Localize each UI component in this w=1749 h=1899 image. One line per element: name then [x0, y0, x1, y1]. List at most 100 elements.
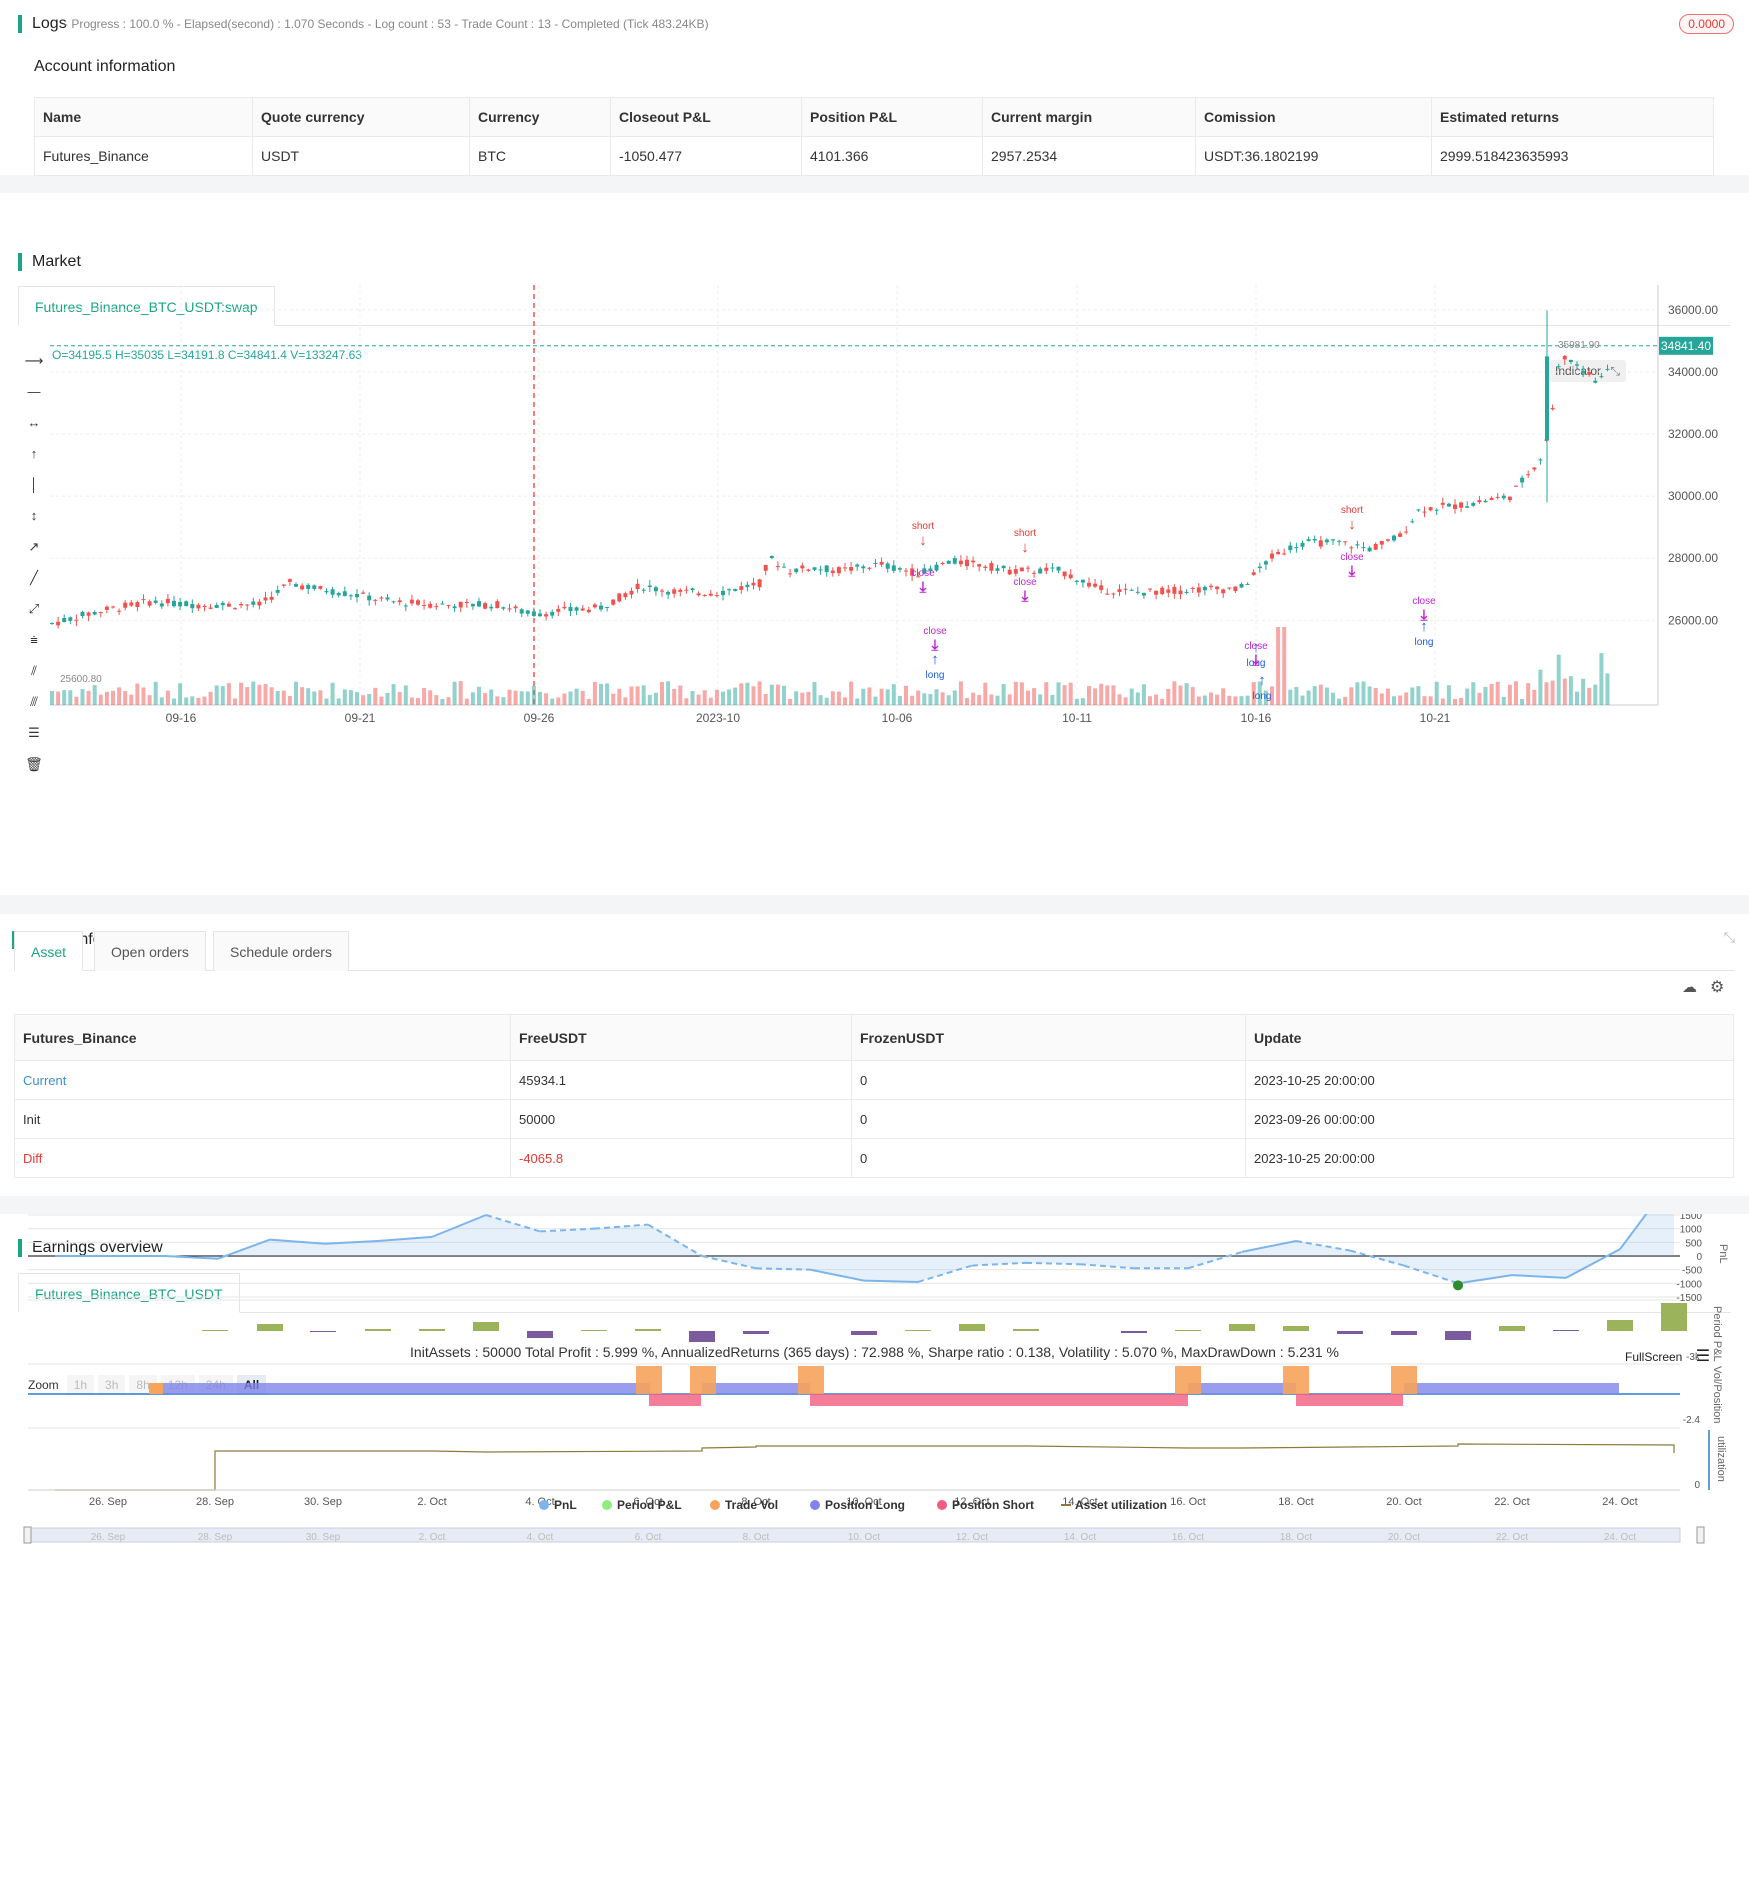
tab-earnings-symbol[interactable]: Futures_Binance_BTC_USDT — [18, 1273, 240, 1313]
pnl-axis-label: -1500 — [1676, 1293, 1702, 1304]
candle-body — [165, 598, 170, 604]
volume-bar — [1257, 681, 1262, 705]
volume-bar — [1337, 698, 1342, 705]
candle-body — [696, 593, 701, 596]
volume-bar — [696, 694, 701, 705]
market-panel: Market Futures_Binance_BTC_USDT:swap ⟶ —… — [0, 193, 1749, 895]
horizontal-line-icon[interactable]: — — [27, 384, 41, 399]
pnl-axis-label: -1000 — [1676, 1279, 1702, 1290]
tab-market-symbol[interactable]: Futures_Binance_BTC_USDT:swap — [18, 286, 275, 326]
candle-body — [562, 606, 567, 609]
signal-label: close — [1340, 552, 1364, 563]
candle-body — [214, 604, 219, 608]
trade-vol-bar — [1175, 1366, 1201, 1394]
candle-body — [1227, 587, 1232, 589]
candle-body — [1544, 439, 1549, 441]
straight-line-icon[interactable]: ╱ — [30, 570, 38, 585]
account-header: Position P&L — [801, 97, 983, 137]
candle-body — [538, 613, 542, 617]
candle-body — [1123, 588, 1128, 590]
volume-bar — [245, 687, 250, 705]
volume-bar — [1373, 688, 1378, 705]
candle-body — [1270, 553, 1274, 559]
collapse-icon[interactable]: ⤡ — [1723, 929, 1735, 945]
volume-bar — [355, 692, 359, 705]
candle-body — [287, 579, 292, 582]
candle-body — [1196, 587, 1201, 593]
trash-icon[interactable]: 🗑 — [25, 756, 43, 772]
tab-schedule-orders[interactable]: Schedule orders — [213, 931, 349, 971]
period-pnl-bar — [1013, 1329, 1039, 1331]
zoom-1h[interactable]: 1h — [66, 1375, 95, 1395]
volume-bar — [1105, 685, 1110, 705]
candle-body — [641, 589, 646, 591]
candle-body — [489, 606, 494, 609]
price-line-icon[interactable]: ⩧ — [30, 632, 38, 647]
fib-icon[interactable]: ⫻ — [30, 694, 38, 709]
drawing-toolbar: ⟶ — ↔ ↑ │ ↕ ↗ ╱ ⤢ ⩧ ⫽ ⫻ ☰ 🗑 — [22, 353, 46, 787]
volume-bar — [269, 687, 274, 705]
candle-body — [745, 584, 750, 588]
cloud-download-icon[interactable]: ☁ — [1682, 979, 1697, 996]
signal-label: long — [1247, 658, 1266, 669]
volume-bar — [910, 695, 915, 705]
account-cell: 4101.366 — [801, 136, 983, 176]
navigator-label: 18. Oct — [1280, 1532, 1312, 1543]
legend-dot-icon — [539, 1500, 549, 1510]
volume-bar — [1398, 695, 1403, 705]
candle-body — [300, 585, 305, 590]
horizontal-segment-icon[interactable]: ↔ — [27, 415, 41, 430]
candle-body — [861, 566, 866, 569]
period-pnl-bar — [1175, 1330, 1201, 1331]
segment-icon[interactable]: ⤢ — [28, 601, 40, 616]
time-axis-label: 8. Oct — [741, 1496, 770, 1508]
candle-body — [1251, 572, 1256, 575]
fullscreen-button[interactable]: FullScreen ☰ — [1625, 1346, 1710, 1366]
gear-icon[interactable]: ⚙ — [1710, 979, 1725, 996]
fib-levels-icon[interactable]: ☰ — [28, 725, 40, 740]
volume-bar — [727, 689, 732, 705]
volume-bar — [849, 681, 854, 705]
vertical-segment-icon[interactable]: ↕ — [30, 508, 38, 523]
asset-header: Futures_Binance — [14, 1014, 511, 1061]
zoom-3h[interactable]: 3h — [98, 1375, 126, 1395]
asset-row-free: 50000 — [510, 1099, 852, 1139]
candle-body — [226, 603, 231, 607]
volume-bar — [1489, 683, 1494, 705]
volume-bar — [263, 684, 268, 705]
candle-body — [1495, 496, 1500, 498]
volume-bar — [1233, 696, 1238, 705]
volume-bar — [373, 687, 378, 705]
candle-body — [1538, 459, 1543, 461]
pnl-line — [1295, 1239, 1351, 1252]
volume-bar — [190, 696, 195, 705]
candle-body — [1379, 541, 1384, 545]
volume-bar — [989, 694, 994, 705]
period-pnl-bar — [635, 1329, 661, 1331]
account-table: Name Quote currency Currency Closeout P&… — [34, 97, 1714, 176]
volume-bar — [324, 698, 329, 705]
indicator-button[interactable]: Indicator ⤡ — [1549, 360, 1626, 382]
navigator-label: 24. Oct — [1604, 1532, 1636, 1543]
volume-bar — [1129, 688, 1134, 705]
indicator-button-label: Indicator — [1555, 364, 1602, 378]
candle-body — [74, 619, 79, 621]
volume-bar — [416, 698, 420, 705]
volume-bar — [818, 695, 823, 705]
parallel-channel-icon[interactable]: ⫽ — [31, 663, 37, 678]
signal-label: long — [926, 670, 945, 681]
tab-asset[interactable]: Asset — [14, 931, 84, 971]
volume-bar — [1446, 685, 1451, 705]
vertical-ray-icon[interactable]: ↑ — [30, 446, 38, 461]
vertical-line-icon[interactable]: │ — [29, 477, 39, 492]
horizontal-ray-icon[interactable]: ⟶ — [24, 353, 44, 368]
candle-body — [1019, 567, 1024, 572]
volume-bar — [952, 690, 957, 705]
volume-bar — [861, 688, 866, 705]
util-axis-min: 0 — [1694, 1480, 1700, 1491]
period-pnl-bar — [689, 1331, 715, 1342]
candle-body — [1526, 474, 1531, 476]
ray-icon[interactable]: ↗ — [28, 539, 40, 554]
candle-body — [891, 565, 896, 571]
tab-open-orders[interactable]: Open orders — [94, 931, 206, 971]
